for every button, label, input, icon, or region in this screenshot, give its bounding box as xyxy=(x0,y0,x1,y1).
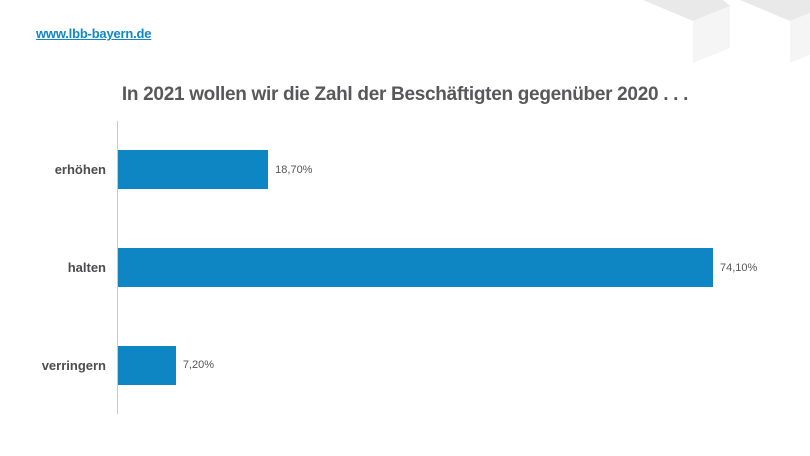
bar xyxy=(118,150,269,190)
bar-track: 7,20% xyxy=(118,345,810,385)
logo-watermark xyxy=(635,0,810,70)
bar-rows: erhöhen 18,70% halten 74,10% verringern 7,20% xyxy=(0,121,810,414)
bar-track: 74,10% xyxy=(118,248,810,287)
chart-title: In 2021 wollen wir die Zahl der Beschäft… xyxy=(121,84,689,105)
category-label: verringern xyxy=(41,357,106,373)
value-label: 18,70% xyxy=(275,163,313,176)
bar xyxy=(118,345,176,385)
category-label: erhöhen xyxy=(54,162,106,178)
category-label: halten xyxy=(67,260,106,275)
bar-chart: erhöhen 18,70% halten 74,10% verringern 7,20% xyxy=(0,121,810,414)
bar-row: erhöhen 18,70% xyxy=(0,121,810,219)
bar-row: halten 74,10% xyxy=(0,219,810,317)
bar xyxy=(118,248,714,287)
value-label: 7,20% xyxy=(182,359,215,372)
bar-track: 18,70% xyxy=(118,150,810,190)
y-axis-line xyxy=(117,121,118,414)
cubes-icon xyxy=(643,0,810,63)
value-label: 74,10% xyxy=(720,261,758,274)
website-link[interactable]: www.lbb-bayern.de xyxy=(36,26,152,41)
bar-row: verringern 7,20% xyxy=(0,316,810,414)
